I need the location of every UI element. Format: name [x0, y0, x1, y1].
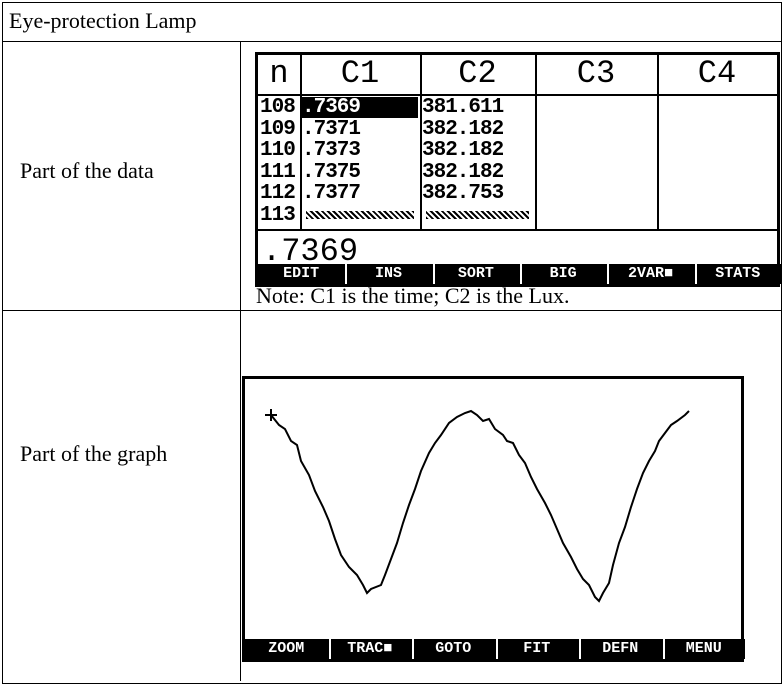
- body-rule: [258, 229, 777, 231]
- menu-key: SORT: [433, 264, 517, 284]
- cell: 109: [260, 119, 298, 140]
- cell: 381.611: [422, 97, 533, 118]
- menu-key: INS: [345, 264, 429, 284]
- cell: 111: [260, 162, 298, 183]
- cell: 112: [260, 183, 298, 204]
- cell: 382.753: [422, 183, 533, 204]
- col-rule: [657, 55, 659, 229]
- menu-key: TRAC■: [329, 639, 410, 659]
- col-header: C1: [300, 55, 420, 93]
- col-header: C4: [657, 55, 777, 93]
- cell: 382.182: [422, 140, 533, 161]
- menu-key: FIT: [496, 639, 577, 659]
- empty-cell: [426, 211, 529, 219]
- menu-key: MENU: [663, 639, 744, 659]
- graph: [245, 379, 741, 659]
- cell: 110: [260, 140, 298, 161]
- menu-key: STATS: [695, 264, 779, 284]
- cell: 108: [260, 97, 298, 118]
- rule: [2, 41, 782, 42]
- col-header: C3: [535, 55, 657, 93]
- cell: 382.182: [422, 119, 533, 140]
- menu-key: 2VAR■: [607, 264, 691, 284]
- row-label: Part of the graph: [20, 440, 220, 468]
- rule: [240, 41, 241, 681]
- menu-key: ZOOM: [247, 639, 326, 659]
- cell: .7373: [302, 140, 418, 161]
- cell: 382.182: [422, 162, 533, 183]
- col-header: n: [258, 55, 300, 93]
- rule: [2, 310, 782, 311]
- menu-key: EDIT: [260, 264, 342, 284]
- cell: .7369: [302, 97, 418, 118]
- row-label: Part of the data: [20, 158, 154, 184]
- table-title: Eye-protection Lamp: [9, 8, 197, 34]
- page: Eye-protection Lamp Part of the data Par…: [0, 0, 784, 679]
- cell: .7375: [302, 162, 418, 183]
- cell: .7377: [302, 183, 418, 204]
- cell: .7371: [302, 119, 418, 140]
- menu-key: BIG: [520, 264, 604, 284]
- col-rule: [535, 55, 537, 229]
- cell: 113: [260, 205, 298, 226]
- curve: [271, 411, 689, 601]
- menu-key: DEFN: [579, 639, 660, 659]
- empty-cell: [306, 211, 414, 219]
- col-header: C2: [420, 55, 535, 93]
- menu-key: GOTO: [412, 639, 493, 659]
